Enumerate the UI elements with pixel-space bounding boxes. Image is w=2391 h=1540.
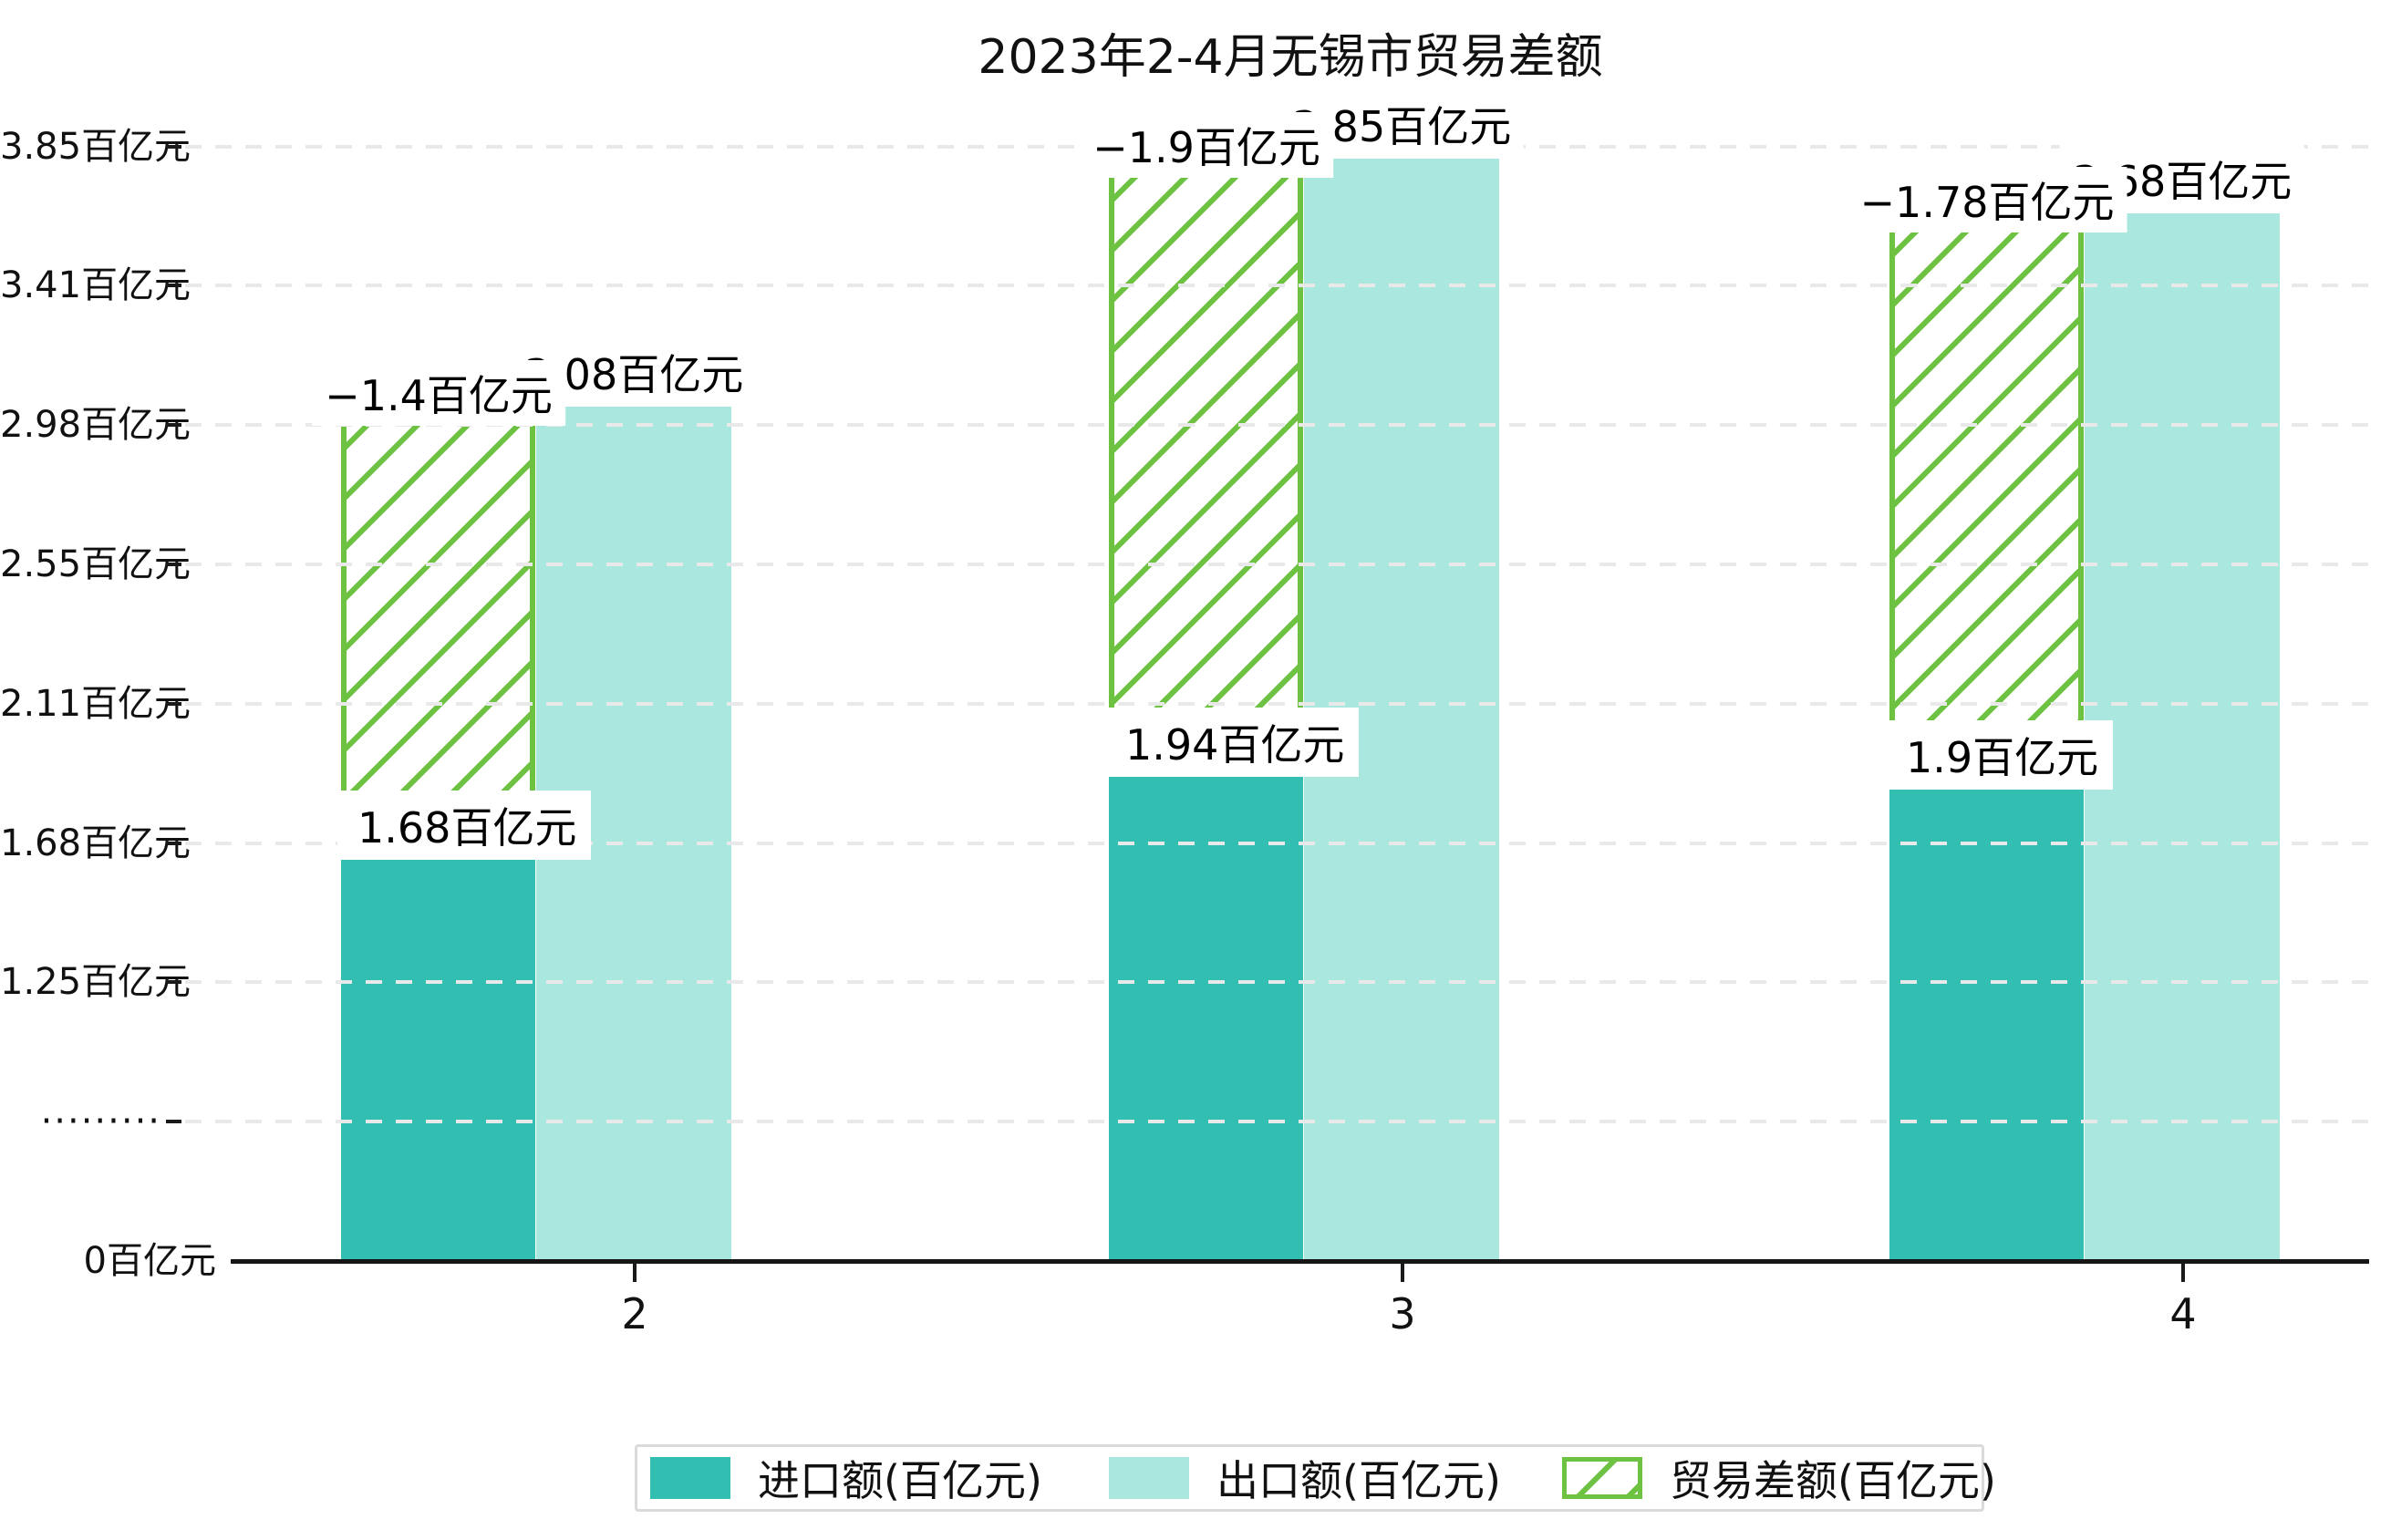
y-tick-mark (166, 701, 181, 706)
gridline (185, 284, 2368, 288)
y-tick-label-0百亿元: 0百亿元 (83, 1240, 216, 1282)
import-bar-month-2 (341, 843, 535, 1261)
y-tick-label-1.68百亿元: 1.68百亿元 (0, 822, 191, 864)
import-bar-month-4 (1889, 772, 2084, 1261)
y-axis-break-label: ········· (40, 1101, 161, 1143)
x-axis-line (231, 1259, 2369, 1264)
import-bar-month-3 (1109, 760, 1303, 1261)
y-tick-mark (166, 563, 181, 566)
y-tick-label-3.41百亿元: 3.41百亿元 (0, 264, 191, 307)
legend-label-trade-balance: 贸易差额(百亿元) (1670, 1456, 1996, 1505)
legend-item-trade-balance: 贸易差额(百亿元) (1562, 1447, 1996, 1509)
legend-item-export: 出口额(百亿元) (1109, 1447, 1501, 1509)
y-tick-label-2.98百亿元: 2.98百亿元 (0, 404, 191, 447)
x-tick-label-3: 3 (1389, 1289, 1416, 1338)
chart-title: 2023年2-4月无锡市贸易差额 (978, 30, 1603, 85)
y-tick-mark (166, 144, 181, 149)
y-tick-label-2.55百亿元: 2.55百亿元 (0, 543, 191, 585)
x-tick-label-4: 4 (2169, 1289, 2197, 1338)
legend-swatch-export (1109, 1457, 1189, 1499)
y-tick-label-1.25百亿元: 1.25百亿元 (0, 961, 191, 1004)
import-value-label-month-2: 1.68百亿元 (337, 791, 592, 861)
import-value-label-month-4: 1.9百亿元 (1886, 719, 2114, 790)
export-bar-month-4 (2085, 201, 2280, 1261)
trade-balance-bar-month-4 (1889, 201, 2084, 773)
legend-label-import: 进口额(百亿元) (758, 1456, 1042, 1505)
trade-balance-bar-month-2 (341, 393, 535, 844)
legend-box: 进口额(百亿元) 出口额(百亿元) 贸易差额(百亿元) (635, 1444, 1996, 1512)
import-value-label-month-3: 1.94百亿元 (1105, 707, 1360, 777)
y-tick-mark (166, 284, 181, 288)
gridline (185, 563, 2368, 566)
trade-balance-value-label-month-3: −1.9百亿元 (1080, 112, 1333, 179)
x-tick-mark-3 (1401, 1264, 1404, 1282)
gridline (185, 1120, 2368, 1124)
gridline (185, 701, 2368, 706)
trade-balance-bar-month-3 (1109, 146, 1303, 760)
x-tick-label-2: 2 (621, 1289, 648, 1338)
gridline (185, 423, 2368, 428)
x-tick-mark-2 (633, 1264, 637, 1282)
trade-balance-value-label-month-2: −1.4百亿元 (312, 359, 565, 426)
x-tick-mark-4 (2181, 1264, 2185, 1282)
y-tick-mark (166, 1120, 181, 1124)
legend-item-import: 进口额(百亿元) (650, 1447, 1042, 1509)
y-tick-mark (166, 841, 181, 845)
y-tick-label-2.11百亿元: 2.11百亿元 (0, 682, 191, 725)
gridline (185, 980, 2368, 985)
y-tick-label-3.85百亿元: 3.85百亿元 (0, 125, 191, 168)
y-tick-mark (166, 980, 181, 985)
legend-swatch-trade-balance (1562, 1457, 1642, 1499)
trade-balance-value-label-month-4: −1.78百亿元 (1847, 167, 2127, 233)
y-tick-mark (166, 423, 181, 428)
gridline (185, 841, 2368, 845)
legend-label-export: 出口额(百亿元) (1216, 1456, 1501, 1505)
legend-swatch-import (650, 1457, 730, 1499)
